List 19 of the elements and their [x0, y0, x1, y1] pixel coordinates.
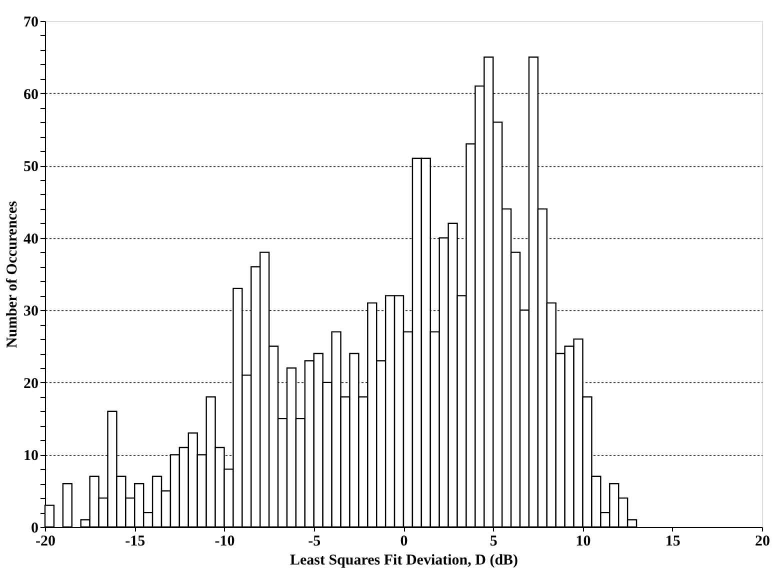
x-tick-label: 10: [576, 534, 591, 550]
x-tick-label: -5: [308, 534, 321, 550]
y-tick-label: 70: [24, 14, 38, 30]
x-tick-label: 0: [400, 534, 408, 550]
x-tick-label: -10: [214, 534, 235, 550]
y-tick-label: 20: [24, 376, 38, 392]
y-tick-label: 40: [24, 231, 38, 248]
y-tick-label: 50: [24, 159, 38, 176]
y-tick-label: 60: [24, 86, 38, 103]
x-tick-label: 20: [755, 534, 770, 550]
y-tick-label: 30: [24, 304, 38, 320]
x-axis-title: Least Squares Fit Deviation, D (dB): [290, 552, 518, 568]
y-tick-label: 0: [31, 520, 38, 536]
x-tick-label: 15: [665, 534, 680, 550]
y-axis-title: Number of Occurences: [4, 200, 20, 348]
x-tick-label: -20: [36, 534, 56, 550]
y-tick-label: 10: [24, 448, 38, 464]
x-tick-label: -15: [125, 534, 146, 550]
x-tick-label: 5: [490, 534, 498, 550]
